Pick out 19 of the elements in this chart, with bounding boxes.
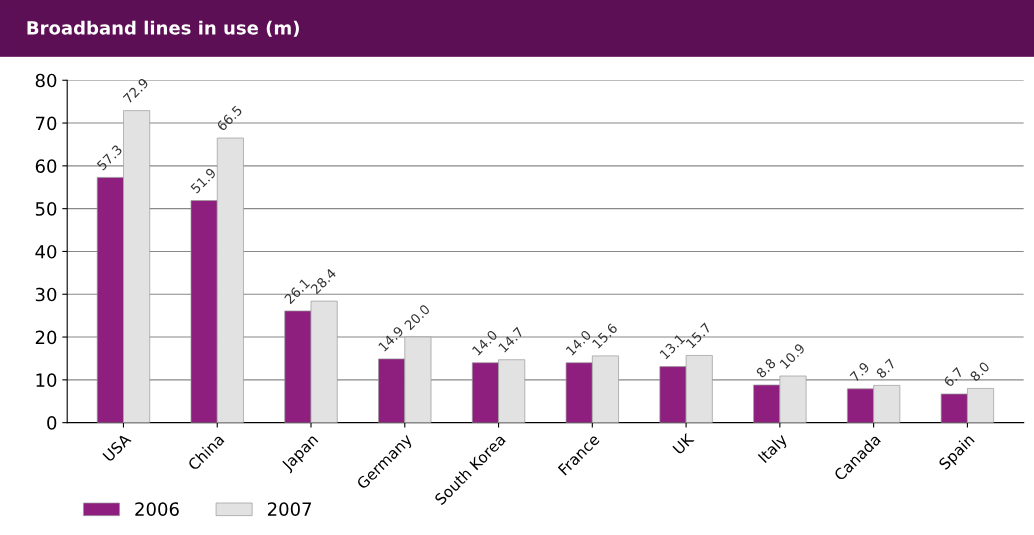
y-tick-label: 80	[35, 73, 57, 88]
y-tick-label: 30	[35, 287, 57, 302]
y-tick-label: 10	[36, 373, 57, 387]
data-label: 8.0	[969, 361, 991, 382]
legend-label: 2006	[135, 502, 179, 516]
y-tick-label: 0	[47, 416, 57, 430]
y-tick-label: 40	[35, 244, 57, 259]
data-label: 8.7	[875, 358, 897, 379]
x-tick-label: UK	[672, 432, 695, 455]
y-tick-label: 70	[35, 116, 57, 131]
data-label: 7.9	[849, 361, 870, 383]
data-label: 8.8	[755, 357, 777, 379]
chart-title: Broadband lines in use (m)	[27, 20, 299, 37]
y-tick-label: 20	[35, 330, 57, 345]
x-tick-label: USA	[102, 432, 132, 463]
data-label: 6.7	[943, 366, 964, 388]
y-tick-label: 50	[35, 202, 57, 216]
legend-label: 2007	[267, 502, 312, 516]
y-tick-label: 60	[35, 159, 57, 173]
